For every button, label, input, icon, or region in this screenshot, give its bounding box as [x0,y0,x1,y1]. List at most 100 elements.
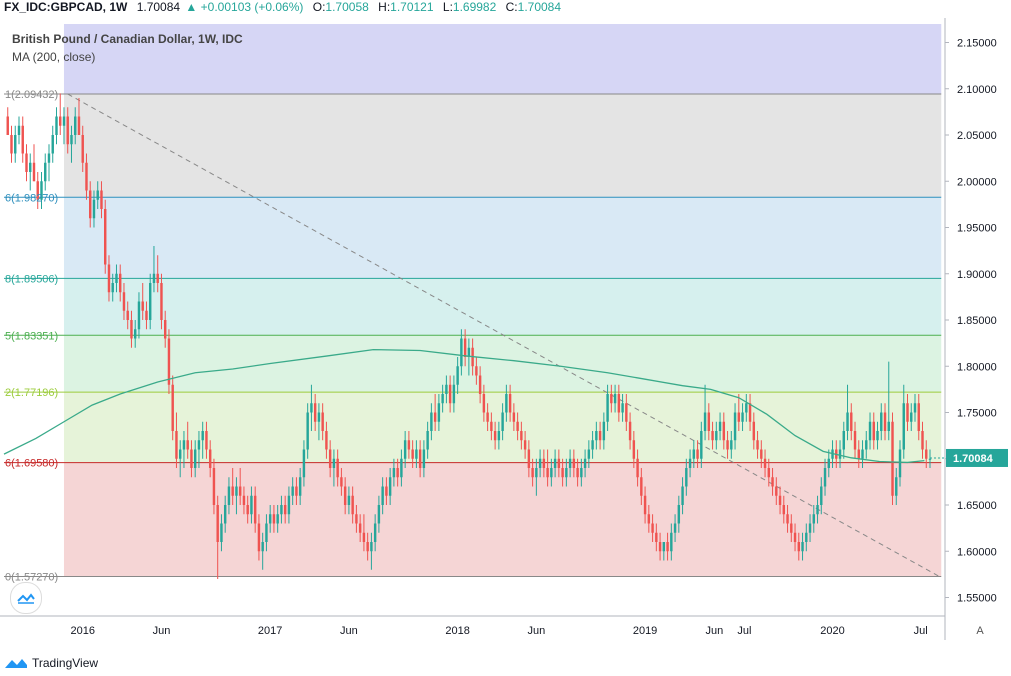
candle [842,421,845,459]
trend-line[interactable] [67,93,940,577]
candle [182,431,186,468]
candle [197,431,201,468]
candle [696,440,699,468]
candle [576,458,579,487]
candle [820,477,823,515]
candle [880,403,883,441]
candle [40,172,43,209]
candle [328,440,332,478]
close-value: 1.70084 [517,0,562,14]
candle [32,144,36,182]
candle [10,125,13,163]
candle [156,255,159,293]
y-tick-label: 1.75000 [957,408,997,420]
candle [430,403,433,441]
fib-retracement[interactable] [4,24,942,578]
candle [216,495,219,579]
candle [906,394,909,431]
candle [677,495,681,533]
candle [44,153,47,191]
candle [621,394,624,422]
low-value: 1.69982 [452,0,497,14]
candle [763,449,767,478]
candle [838,440,842,468]
candle [141,283,144,320]
candle [403,431,407,468]
candle [527,440,531,478]
candle [92,190,96,228]
symbol-label[interactable]: FX_IDC:GBPCAD, 1W [4,0,128,14]
candle [501,403,504,441]
candle [321,403,324,441]
candle [726,431,729,459]
candle [392,458,396,487]
candle [148,273,152,330]
candle [883,403,887,441]
price-chart[interactable]: 1(2.09432) 6(1.98270) 8(1.89506) 5(1.83351)… [0,18,1011,650]
x-tick-label: 2016 [70,625,94,637]
candle [381,477,384,515]
candle [478,366,482,404]
candle [647,505,651,533]
candle [456,357,459,394]
candle [760,440,763,468]
candle [666,532,669,561]
candle [96,181,99,209]
x-tick-label: Jun [706,625,724,637]
candle [396,458,399,487]
y-tick-label: 1.85000 [957,315,997,327]
time-axis[interactable]: 2016 Jun 2017 Jun 2018 Jun 2019 Jun Jul 2020 Jul [0,615,945,637]
candle [602,412,606,450]
candle [411,440,414,468]
candle [340,468,343,496]
candle [827,449,830,478]
candle [595,421,598,450]
candle [857,440,860,468]
candle [223,495,227,533]
open-key: O: [312,0,326,14]
y-tick-label: 2.15000 [957,38,997,50]
candle [291,477,294,505]
candle [692,440,696,468]
candle [89,181,92,228]
candle [268,505,272,533]
candles [6,93,932,579]
candle [366,532,369,561]
candle [868,412,872,450]
candle [715,421,718,450]
candle [550,458,553,487]
candle [737,394,741,431]
candle [66,107,69,154]
candle [336,449,339,487]
candle [302,440,306,487]
candle [332,449,336,487]
ma-legend[interactable]: MA (200, close) [12,50,96,64]
candle [535,458,538,496]
last-price-text: 1.70084 [953,453,994,465]
tradingview-logo-button[interactable] [10,582,42,614]
candle [898,440,902,487]
candle [6,107,9,135]
x-tick-label: Jun [527,625,545,637]
candle [497,421,501,450]
price-axis[interactable]: 2.15000 2.10000 2.05000 2.00000 1.95000 1.900… [944,18,997,640]
fib-level-label: 5(1.83351) [5,330,58,342]
candle [876,421,879,450]
candle [531,458,534,487]
candle [355,505,358,533]
candle [104,199,107,274]
candle [85,153,88,200]
footer-brand[interactable]: TradingView [4,652,98,674]
candle [625,394,628,431]
candle [208,440,212,478]
candle [17,116,21,145]
brand-label: TradingView [32,656,99,670]
candle [36,172,39,209]
candle [565,458,568,487]
candle [891,412,894,505]
x-tick-label: Jun [340,625,358,637]
candle [786,505,789,533]
candle [928,449,932,468]
x-tick-label: 2019 [633,625,657,637]
auto-scale-button[interactable]: A [976,625,984,637]
